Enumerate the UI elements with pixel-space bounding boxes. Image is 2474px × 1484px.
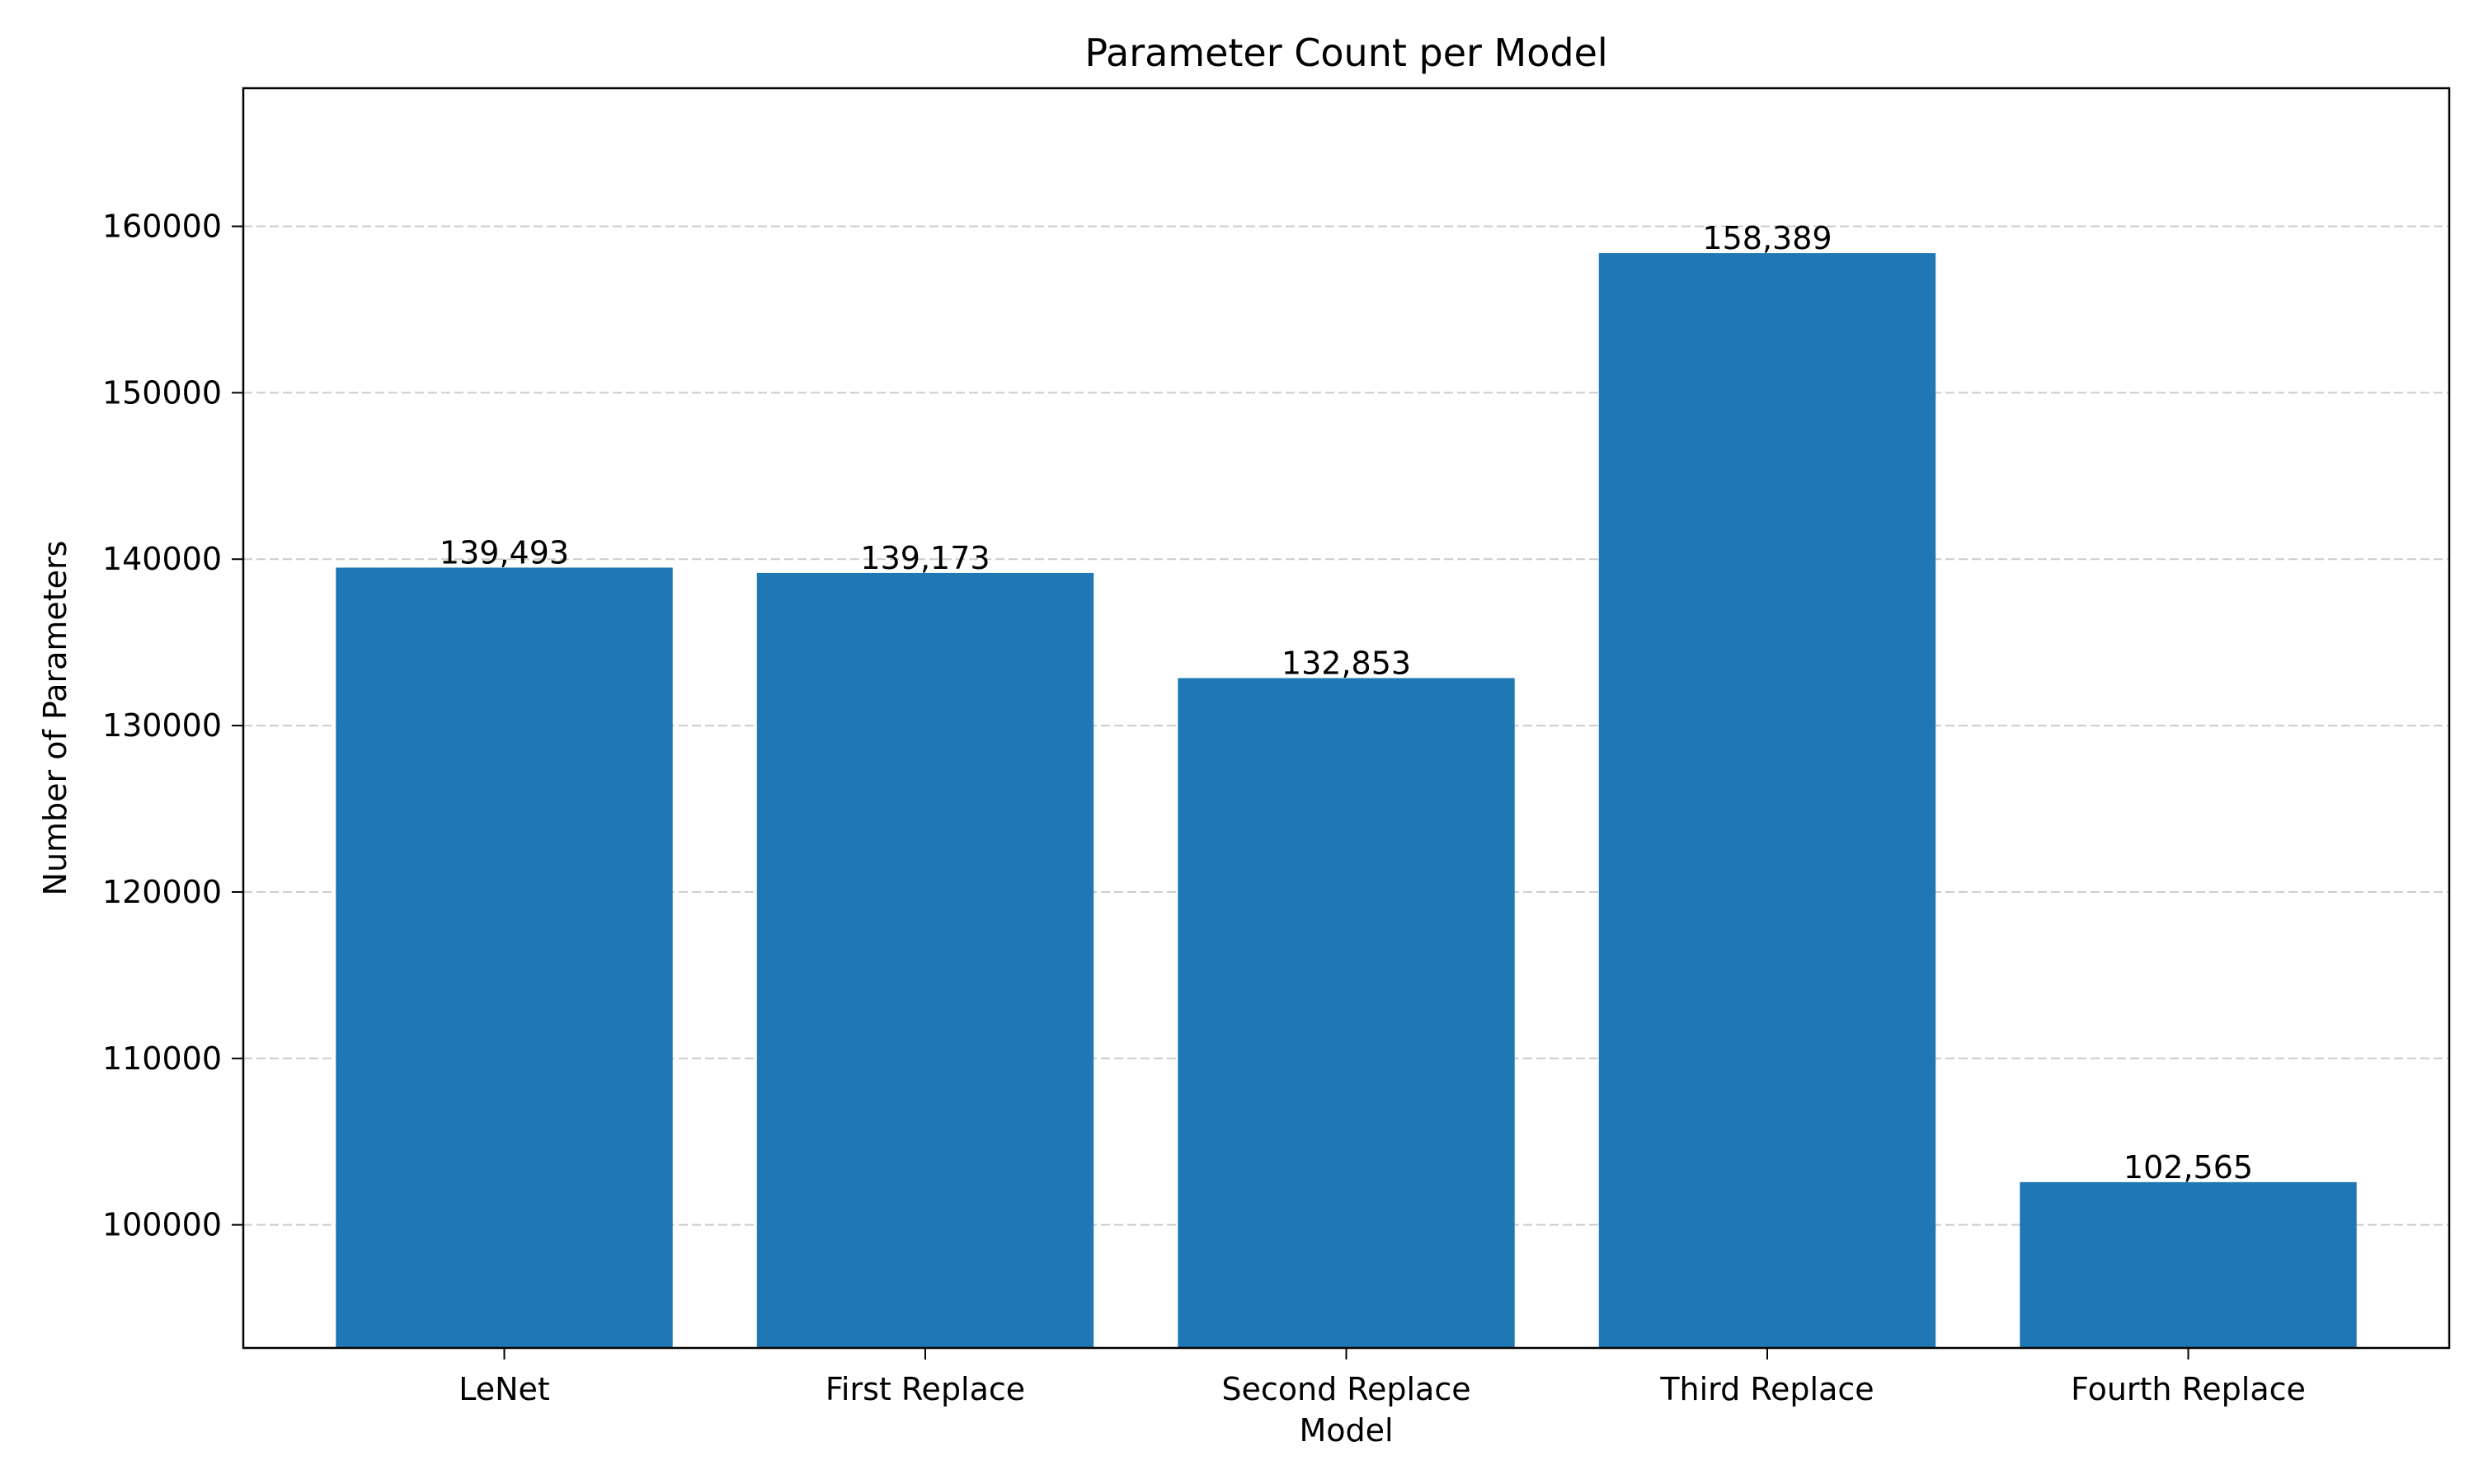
bar-value-label: 158,389: [1702, 220, 1832, 256]
y-tick-label: 130000: [102, 707, 222, 744]
y-tick-label: 140000: [102, 541, 222, 577]
bars: [336, 253, 2357, 1348]
y-axis-label: Number of Parameters: [37, 541, 73, 896]
bar-value-label: 102,565: [2124, 1149, 2253, 1186]
bar: [1598, 253, 1936, 1348]
axis-ticks: 100000 110000 120000 130000 140000 150000 1600…: [102, 209, 2306, 1407]
bar-value-label: 139,493: [440, 534, 569, 571]
bar: [1178, 678, 1515, 1348]
bar-value-label: 139,173: [860, 540, 990, 576]
y-tick-label: 120000: [102, 874, 222, 910]
chart-title: Parameter Count per Model: [1084, 31, 1607, 75]
x-tick-label: Third Replace: [1659, 1371, 1874, 1407]
bar: [336, 567, 673, 1348]
bar-value-label: 132,853: [1282, 645, 1411, 681]
x-tick-label: Fourth Replace: [2071, 1371, 2306, 1407]
bar: [756, 572, 1094, 1348]
x-tick-label: First Replace: [825, 1371, 1025, 1407]
y-tick-label: 150000: [102, 374, 222, 411]
bar: [2020, 1181, 2357, 1348]
x-axis-label: Model: [1299, 1412, 1393, 1449]
x-tick-label: Second Replace: [1221, 1371, 1470, 1407]
x-tick-label: LeNet: [459, 1371, 550, 1407]
y-tick-label: 100000: [102, 1207, 222, 1243]
y-tick-label: 160000: [102, 209, 222, 245]
data-labels: 139,493 139,173 132,853 158,389 102,565: [440, 220, 2253, 1186]
y-tick-label: 110000: [102, 1040, 222, 1077]
